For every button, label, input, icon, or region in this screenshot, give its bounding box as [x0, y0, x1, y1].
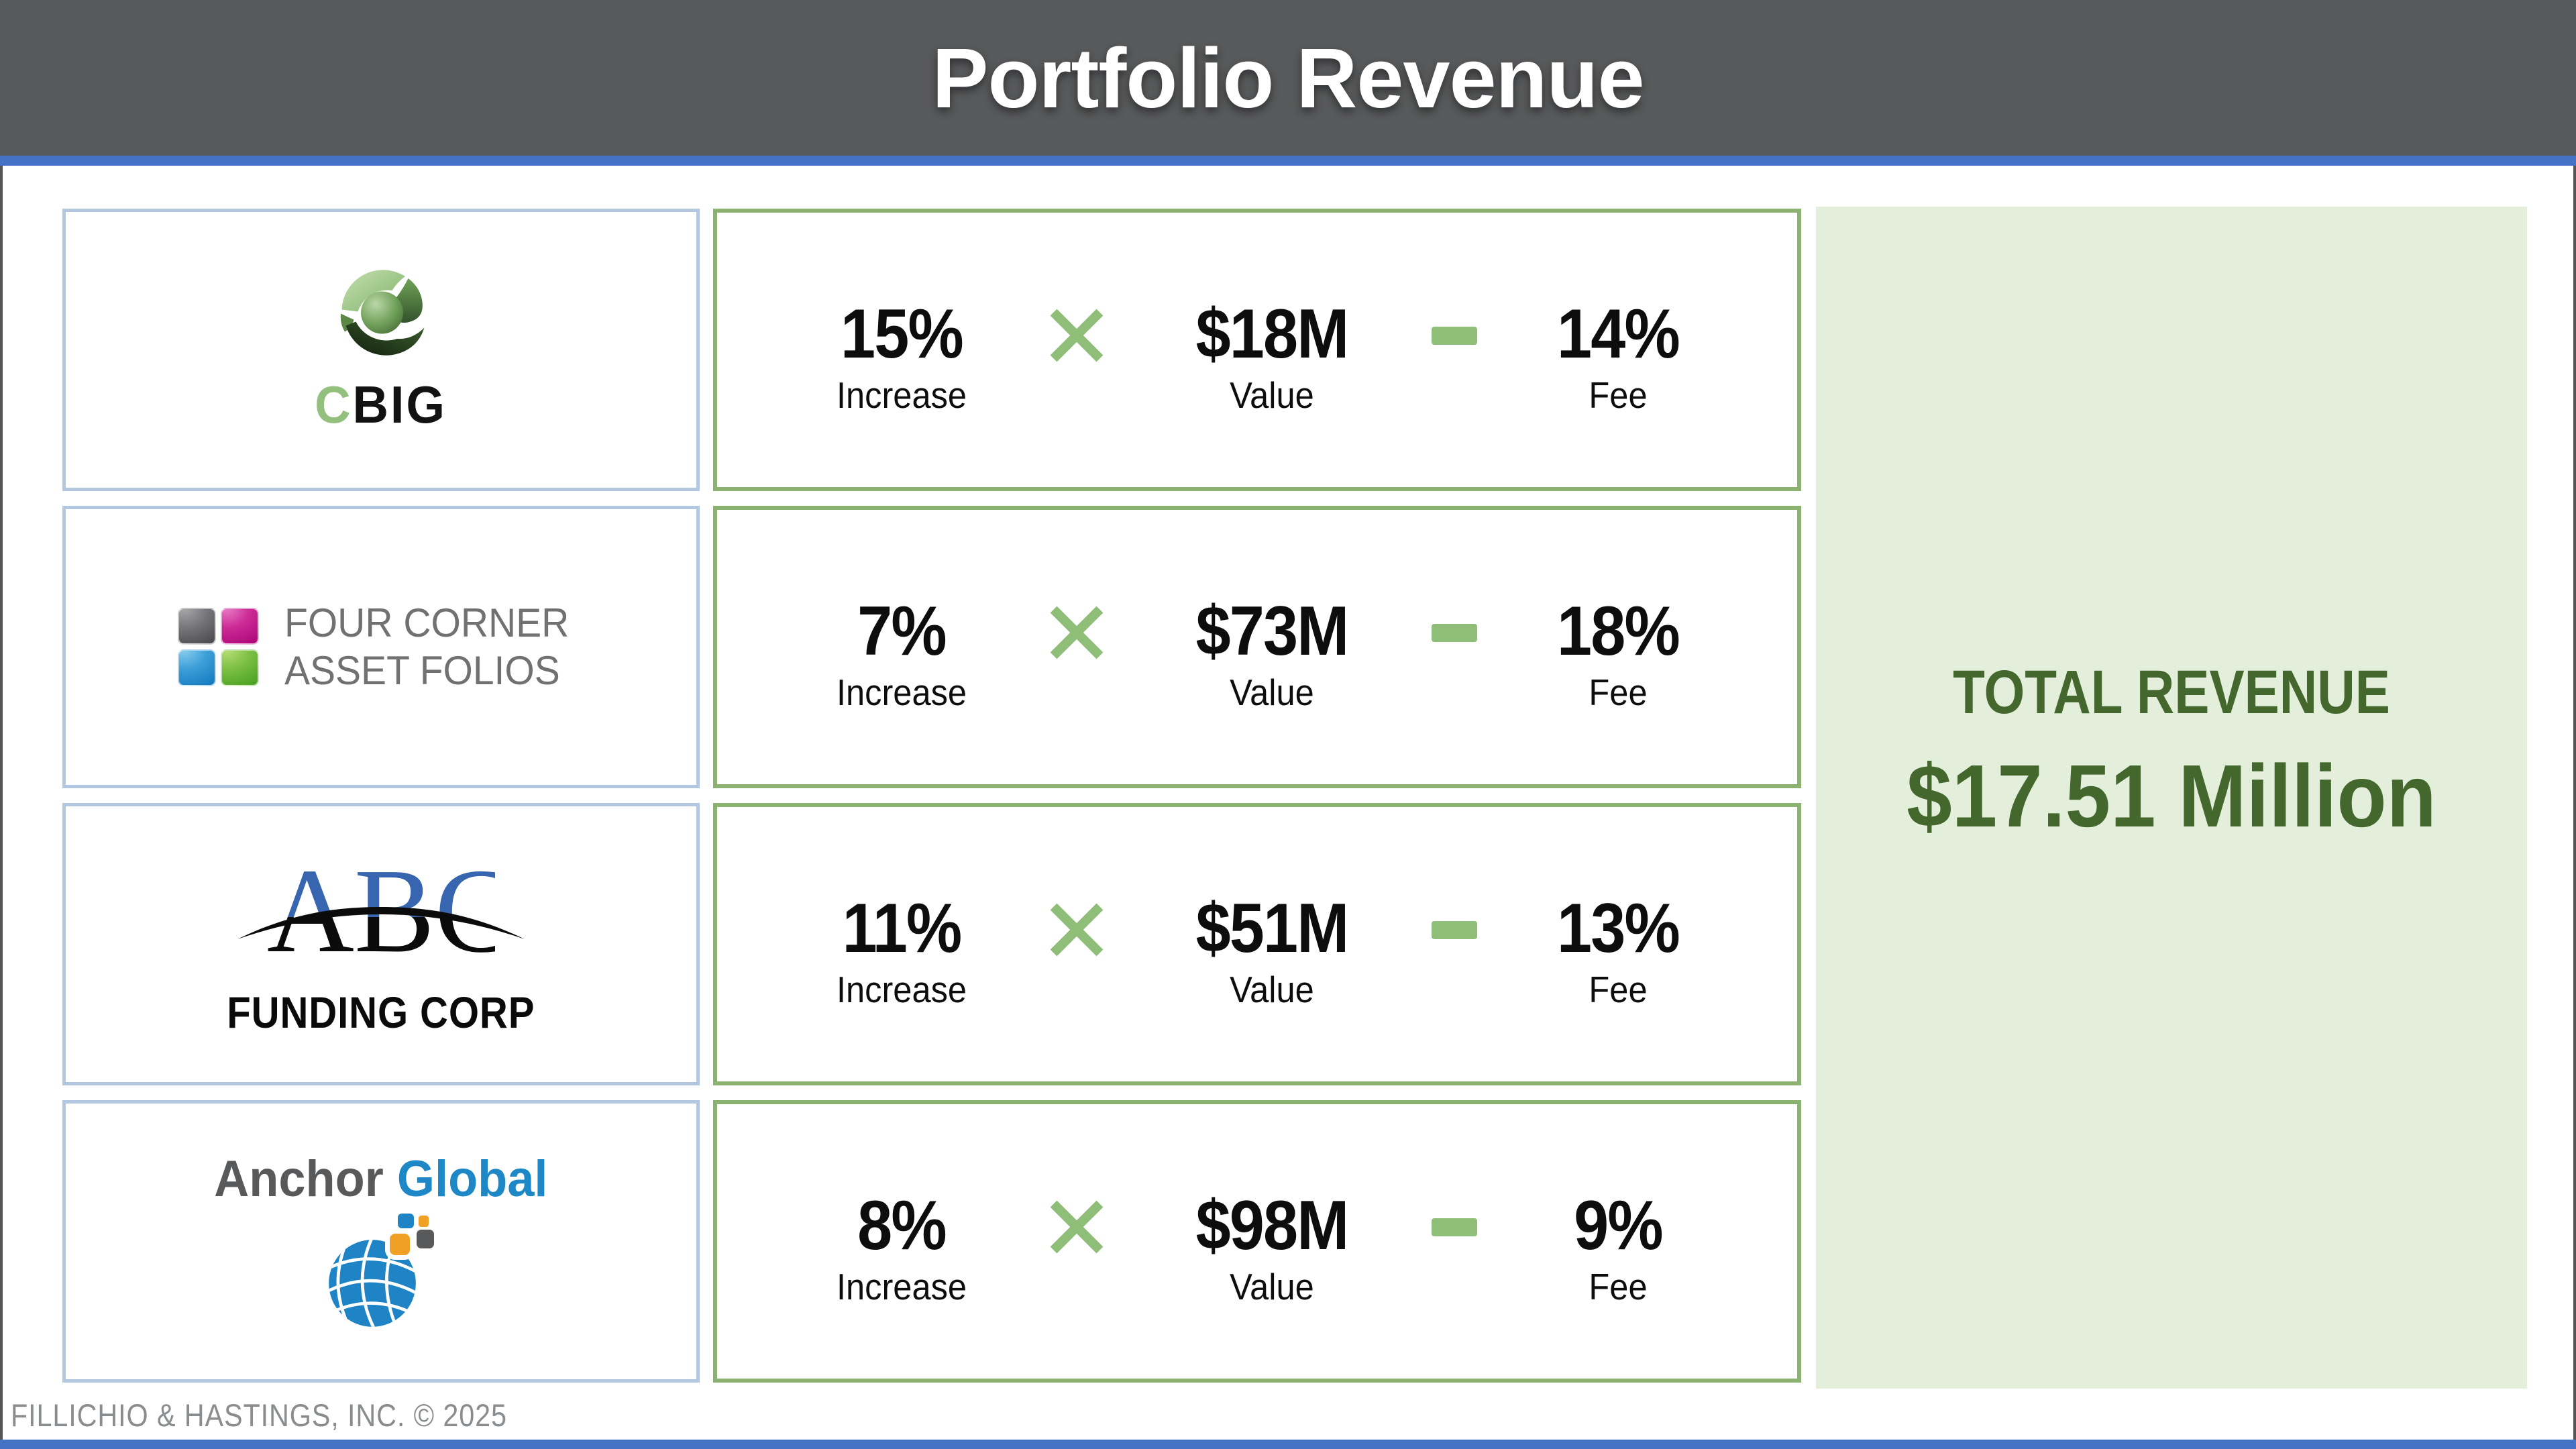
company-logo-box-cbig: CBIG: [62, 209, 700, 491]
increase-stat: 11% Increase: [781, 894, 1022, 1011]
header-accent-bar: [0, 156, 2576, 166]
cbig-logo: CBIG: [311, 264, 450, 435]
portfolio-row: ABC ABC FUNDING CORP 11% Increase $51M V…: [0, 803, 2576, 1085]
portfolio-row: Anchor Global: [0, 1100, 2576, 1383]
increase-value: 15%: [841, 295, 964, 374]
blue-square-icon: [397, 1214, 414, 1228]
minus-icon: [1432, 326, 1477, 345]
increase-label: Increase: [836, 672, 967, 714]
company-logo-box-abc: ABC ABC FUNDING CORP: [62, 803, 700, 1085]
increase-stat: 7% Increase: [781, 596, 1022, 714]
value-value: $51M: [1195, 890, 1350, 968]
orange-square-icon: [389, 1234, 410, 1255]
abc-monogram: ABC ABC: [237, 844, 525, 981]
value-label: Value: [1230, 969, 1314, 1011]
swoosh-arc-icon: [237, 907, 525, 939]
multiply-icon: [1049, 308, 1104, 363]
value-value: $18M: [1195, 295, 1350, 374]
revenue-calc-box: 15% Increase $18M Value 14% Fee: [713, 209, 1801, 491]
value-value: $73M: [1195, 592, 1350, 671]
fee-stat: 14% Fee: [1497, 299, 1739, 417]
total-revenue-panel: TOTAL REVENUE $17.51 Million: [1816, 207, 2527, 1389]
abc-subtitle: FUNDING CORP: [227, 987, 535, 1037]
fee-value: 9%: [1574, 1187, 1663, 1265]
square-green-icon: [221, 649, 260, 686]
fee-label: Fee: [1589, 1266, 1648, 1308]
four-corner-wordmark: FOUR CORNER ASSET FOLIOS: [284, 600, 569, 695]
fee-label: Fee: [1589, 969, 1648, 1011]
increase-value: 7%: [857, 592, 947, 671]
company-logo-box-four-corner: FOUR CORNER ASSET FOLIOS: [62, 506, 700, 788]
global-word: Global: [397, 1150, 548, 1208]
fee-stat: 18% Fee: [1497, 596, 1739, 714]
portfolio-row: FOUR CORNER ASSET FOLIOS 7% Increase $73…: [0, 506, 2576, 788]
total-revenue-label: TOTAL REVENUE: [1953, 658, 2390, 727]
value-stat: $98M Value: [1151, 1191, 1393, 1308]
increase-stat: 15% Increase: [781, 299, 1022, 417]
company-logo-box-anchor: Anchor Global: [62, 1100, 700, 1383]
fee-value: 14%: [1557, 295, 1680, 374]
value-stat: $51M Value: [1151, 894, 1393, 1011]
increase-value: 11%: [842, 890, 963, 968]
four-corner-line2: ASSET FOLIOS: [284, 647, 560, 693]
revenue-calc-box: 7% Increase $73M Value 18% Fee: [713, 506, 1801, 788]
slide-right-border: [2573, 166, 2576, 1449]
cbig-wordmark-big: BIG: [353, 375, 447, 434]
abc-logo: ABC ABC FUNDING CORP: [206, 851, 556, 1038]
value-label: Value: [1230, 672, 1314, 714]
minus-icon: [1432, 1218, 1477, 1236]
square-gray-icon: [178, 608, 217, 645]
multiply-icon: [1049, 902, 1104, 957]
fee-label: Fee: [1589, 374, 1648, 417]
multiply-icon: [1049, 605, 1104, 660]
value-stat: $73M Value: [1151, 596, 1393, 714]
anchor-global-logo: Anchor Global: [205, 1150, 557, 1333]
increase-stat: 8% Increase: [781, 1191, 1022, 1308]
value-label: Value: [1230, 374, 1314, 417]
minus-icon: [1432, 623, 1477, 642]
multiply-icon: [1049, 1199, 1104, 1254]
square-blue-icon: [178, 649, 217, 686]
four-corner-line1: FOUR CORNER: [284, 600, 570, 645]
small-orange-square-icon: [418, 1216, 429, 1227]
header-band: Portfolio Revenue: [0, 0, 2576, 156]
fee-stat: 9% Fee: [1497, 1191, 1739, 1308]
gray-square-icon: [416, 1230, 434, 1248]
increase-label: Increase: [836, 1266, 967, 1308]
abc-monogram-top: ABC: [266, 844, 516, 977]
increase-value: 8%: [857, 1187, 947, 1265]
globe-art: [326, 1214, 437, 1333]
four-corner-squares-icon: [178, 608, 260, 686]
anchor-global-wordmark: Anchor Global: [214, 1150, 547, 1208]
footer-copyright: FILLICHIO & HASTINGS, INC. © 2025: [11, 1397, 507, 1433]
globe-icon: [328, 1240, 416, 1327]
anchor-word: Anchor: [214, 1150, 384, 1208]
fee-value: 13%: [1557, 890, 1680, 968]
bottom-accent-bar: [0, 1440, 2576, 1449]
fee-stat: 13% Fee: [1497, 894, 1739, 1011]
minus-icon: [1432, 920, 1477, 939]
cbig-swirl-icon: [340, 270, 425, 356]
increase-label: Increase: [836, 969, 967, 1011]
revenue-calc-box: 8% Increase $98M Value 9% Fee: [713, 1100, 1801, 1383]
fee-value: 18%: [1557, 592, 1680, 671]
value-stat: $18M Value: [1151, 299, 1393, 417]
abc-monogram-bottom: ABC: [266, 844, 516, 977]
portfolio-row: CBIG 15% Increase $18M Value 14% Fee: [0, 209, 2576, 491]
four-corner-logo: FOUR CORNER ASSET FOLIOS: [178, 600, 584, 695]
slide-left-border: [0, 166, 3, 1449]
cbig-wordmark: CBIG: [315, 374, 447, 435]
revenue-calc-box: 11% Increase $51M Value 13% Fee: [713, 803, 1801, 1085]
total-revenue-value: $17.51 Million: [1907, 747, 2436, 845]
increase-label: Increase: [836, 374, 967, 417]
value-label: Value: [1230, 1266, 1314, 1308]
cbig-wordmark-c: C: [315, 375, 354, 434]
square-magenta-icon: [221, 608, 260, 645]
fee-label: Fee: [1589, 672, 1648, 714]
value-value: $98M: [1195, 1187, 1350, 1265]
page-title: Portfolio Revenue: [932, 30, 1644, 125]
